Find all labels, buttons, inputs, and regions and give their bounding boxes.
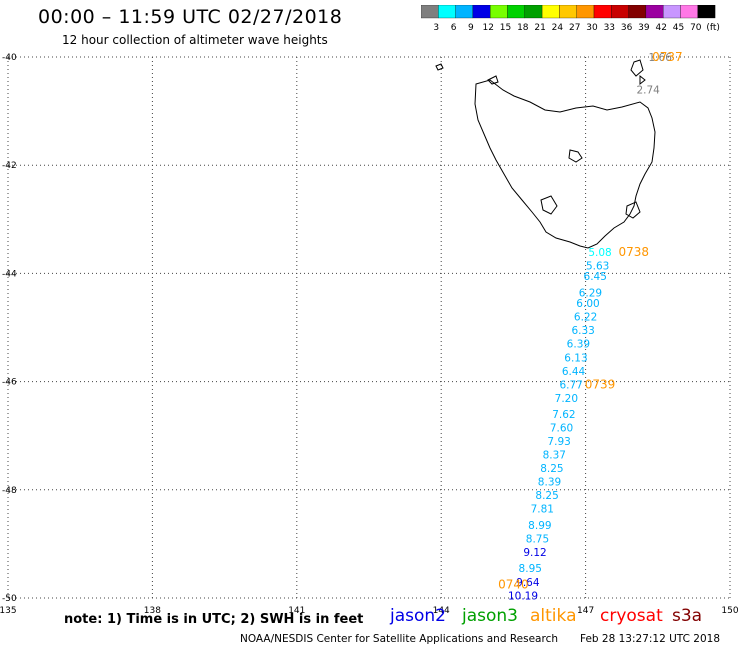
wave-height-label: 5.63	[586, 260, 609, 272]
colorbar-label: 36	[621, 23, 633, 33]
colorbar-label: 18	[517, 23, 529, 33]
wave-height-label: 8.37	[543, 450, 566, 462]
lat-tick-label: -44	[2, 269, 17, 279]
lon-tick-label: 144	[433, 606, 450, 616]
wave-height-label: 8.95	[519, 563, 542, 575]
wave-height-label: 9.64	[516, 577, 540, 589]
lon-tick-label: 147	[577, 606, 594, 616]
colorbar-label: 42	[655, 23, 666, 33]
colorbar-label: 27	[569, 23, 580, 33]
page-title: 00:00 – 11:59 UTC 02/27/2018	[38, 6, 343, 28]
coastline	[435, 59, 656, 249]
colorbar-label: 6	[451, 23, 457, 33]
colorbar-swatch	[697, 5, 716, 19]
colorbar-label: 70	[690, 23, 702, 33]
wave-height-label: 1.66	[649, 52, 673, 64]
credit-line: NOAA/NESDIS Center for Satellite Applica…	[240, 633, 558, 645]
lat-tick-label: -40	[2, 53, 17, 63]
lon-tick-label: 150	[721, 606, 738, 616]
lon-tick-label: 135	[0, 606, 17, 616]
wave-height-label: 10.19	[508, 590, 538, 602]
satellite-jason2: jason2	[390, 606, 446, 626]
wave-height-points: 1.66 2.74 5.085.636.45 6.296.00 6.226.33 6.39…	[508, 52, 672, 602]
colorbar-label: 39	[638, 23, 650, 33]
wave-height-label: 6.77	[559, 379, 582, 391]
wave-height-label: 2.74	[636, 84, 660, 96]
map-grid	[7, 56, 731, 599]
colorbar-label: 30	[586, 23, 598, 33]
wave-height-label: 6.44	[562, 366, 586, 378]
wave-height-label: 6.39	[567, 339, 590, 351]
satellite-s3a: s3a	[672, 606, 703, 626]
wave-height-label: 9.12	[523, 547, 546, 559]
colorbar-label: 15	[500, 23, 511, 33]
wave-height-label: 7.20	[555, 393, 578, 405]
satellite-cryosat: cryosat	[600, 606, 663, 626]
wave-height-label: 8.99	[528, 520, 551, 532]
time-label: 0738	[618, 245, 649, 259]
lon-tick-label: 138	[144, 606, 161, 616]
colorbar-label: 3	[433, 23, 439, 33]
lat-tick-label: -46	[2, 378, 17, 388]
time-label: 0737	[652, 50, 683, 64]
wave-height-label: 8.39	[538, 477, 561, 489]
axis-ticks: 135 138 141 144 147 150 -40 -42 -44 -46 -48 -50	[0, 53, 739, 616]
wave-height-label: 8.75	[526, 533, 549, 545]
colorbar-label: 12	[482, 23, 493, 33]
colorbar-label: 24	[552, 23, 564, 33]
wave-height-label: 8.25	[540, 463, 563, 475]
colorbar-label: 9	[468, 23, 474, 33]
wave-height-label: 6.00	[576, 298, 599, 310]
footer-note: note: 1) Time is in UTC; 2) SWH is in fe…	[64, 612, 364, 627]
wave-height-label: 7.81	[531, 504, 554, 516]
wave-height-label: 6.33	[571, 325, 594, 337]
wave-height-label: 7.60	[550, 423, 573, 435]
wave-height-label: 8.25	[535, 490, 558, 502]
lon-tick-label: 141	[288, 606, 305, 616]
satellite-jason3: jason3	[462, 606, 518, 626]
wave-height-label: 6.29	[579, 287, 602, 299]
time-label: 0739	[585, 377, 616, 391]
time-labels: 0737 0738 0739 0740	[498, 50, 683, 591]
lat-tick-label: -42	[2, 161, 17, 171]
satellite-altika: altika	[530, 606, 577, 626]
wave-height-label: 7.93	[547, 436, 570, 448]
colorbar-label: 21	[534, 23, 545, 33]
colorbar-label: (ft)	[706, 23, 720, 33]
page-subtitle: 12 hour collection of altimeter wave hei…	[62, 33, 328, 47]
wave-height-label: 6.13	[564, 352, 587, 364]
wave-height-label: 6.22	[574, 312, 597, 324]
wave-height-label: 7.62	[552, 409, 575, 421]
lat-tick-label: -50	[2, 594, 17, 604]
wave-height-label: 5.08	[588, 247, 611, 259]
colorbar-label: 33	[604, 23, 615, 33]
wave-height-label: 6.45	[584, 271, 607, 283]
colorbar-label: 45	[673, 23, 684, 33]
color-scale-legend: 3 6 9 12 15 18 21 24 27 30 33 36 39 42 45 70 (ft)	[421, 5, 720, 33]
timestamp: Feb 28 13:27:12 UTC 2018	[580, 633, 720, 645]
time-label: 0740	[498, 577, 529, 591]
lat-tick-label: -48	[2, 486, 17, 496]
